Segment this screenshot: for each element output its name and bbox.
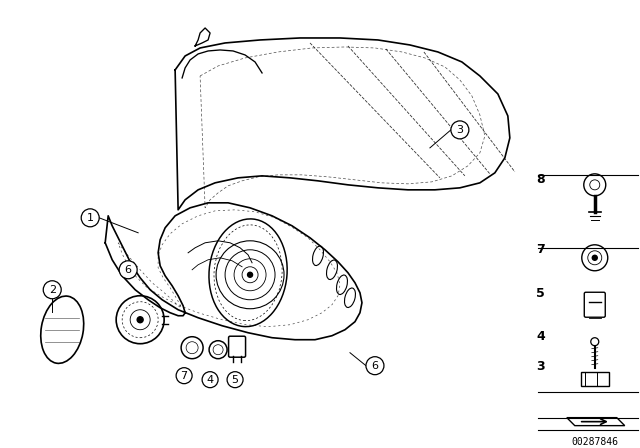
Text: 2: 2 — [49, 285, 56, 295]
Text: 3: 3 — [456, 125, 463, 135]
Text: 00287846: 00287846 — [572, 437, 618, 447]
Circle shape — [202, 372, 218, 388]
Text: 3: 3 — [536, 360, 545, 373]
Text: 7: 7 — [536, 243, 545, 256]
Text: 4: 4 — [536, 330, 545, 343]
Circle shape — [227, 372, 243, 388]
Text: 6: 6 — [125, 265, 132, 275]
Circle shape — [451, 121, 469, 139]
Circle shape — [137, 317, 143, 323]
Text: 6: 6 — [371, 361, 378, 370]
Circle shape — [44, 281, 61, 299]
Text: 4: 4 — [207, 375, 214, 385]
Text: 5: 5 — [232, 375, 239, 385]
Circle shape — [592, 255, 597, 260]
Text: 1: 1 — [86, 213, 93, 223]
Circle shape — [176, 368, 192, 383]
Text: 8: 8 — [536, 173, 545, 186]
Text: 7: 7 — [180, 370, 188, 381]
Circle shape — [248, 272, 253, 277]
Circle shape — [366, 357, 384, 375]
Text: 5: 5 — [536, 287, 545, 300]
Circle shape — [81, 209, 99, 227]
Circle shape — [119, 261, 137, 279]
